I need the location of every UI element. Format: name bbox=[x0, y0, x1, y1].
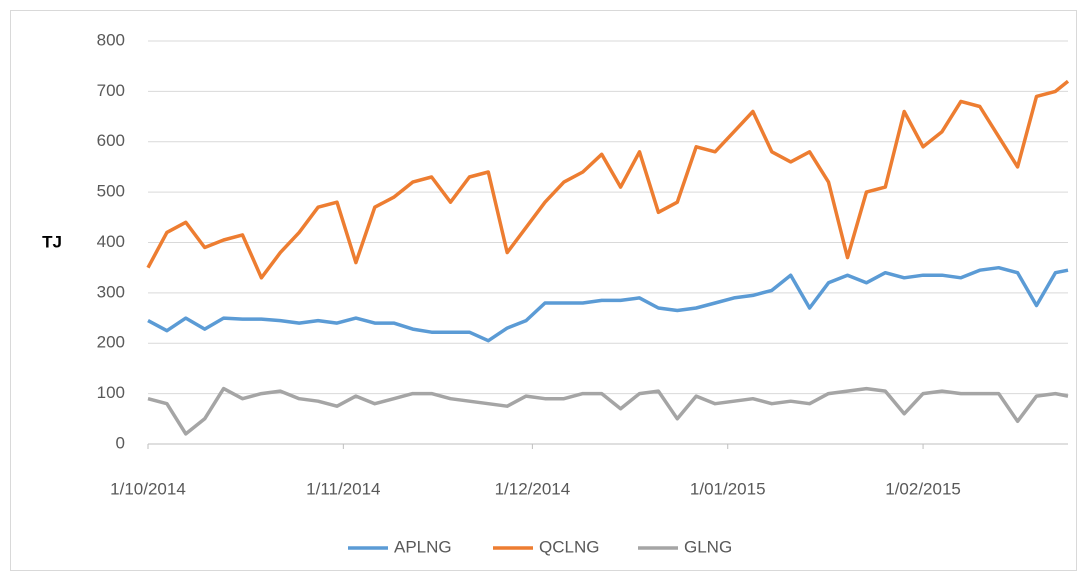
y-axis-label: TJ bbox=[42, 232, 62, 251]
y-tick-label: 700 bbox=[97, 81, 125, 100]
legend-label: APLNG bbox=[394, 537, 452, 556]
x-tick-label: 1/01/2015 bbox=[690, 479, 766, 498]
x-tick-label: 1/02/2015 bbox=[885, 479, 961, 498]
x-tick-label: 1/10/2014 bbox=[110, 479, 186, 498]
y-tick-label: 600 bbox=[97, 131, 125, 150]
series-line bbox=[146, 79, 1070, 280]
y-tick-label: 100 bbox=[97, 383, 125, 402]
y-tick-label: 300 bbox=[97, 282, 125, 301]
x-tick-label: 1/12/2014 bbox=[495, 479, 571, 498]
chart-frame bbox=[10, 10, 1077, 571]
legend-label: QCLNG bbox=[539, 537, 599, 556]
y-tick-label: 400 bbox=[97, 232, 125, 251]
y-tick-label: 500 bbox=[97, 182, 125, 201]
x-tick-label: 1/11/2014 bbox=[306, 479, 380, 498]
legend-label: GLNG bbox=[684, 537, 732, 556]
y-tick-label: 800 bbox=[97, 30, 125, 49]
y-tick-label: 200 bbox=[97, 333, 125, 352]
series-line bbox=[147, 265, 1069, 343]
y-tick-label: 0 bbox=[116, 433, 125, 452]
series-line bbox=[147, 386, 1069, 436]
